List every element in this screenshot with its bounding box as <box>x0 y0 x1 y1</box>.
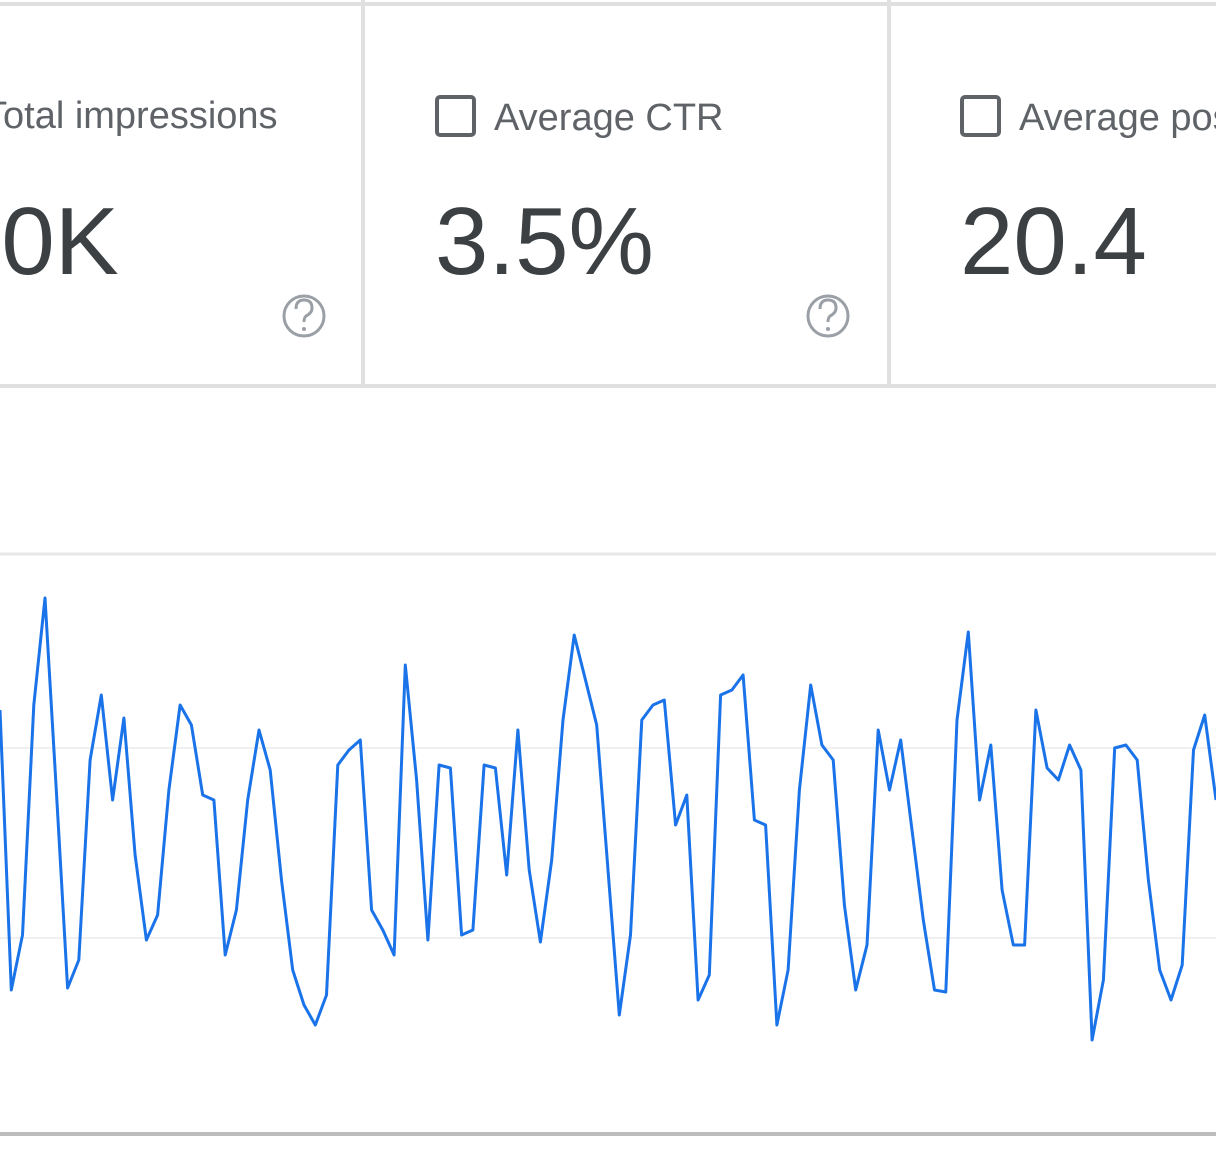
plot <box>0 596 1216 1042</box>
card-value: 20.4 <box>960 188 1147 295</box>
card-label: Average CTR <box>494 97 724 139</box>
card-label: Total impressions <box>0 95 278 137</box>
help-icon[interactable] <box>282 294 326 338</box>
card-value: 3.5% <box>435 188 654 295</box>
checkbox[interactable] <box>960 95 1001 137</box>
card-value: 60K <box>0 188 119 295</box>
series-line <box>0 596 1216 1042</box>
card-impressions[interactable]: Total impressions 60K <box>0 95 326 338</box>
metric-cards <box>0 0 1216 385</box>
checkbox[interactable] <box>435 95 476 137</box>
card-position[interactable]: Average position 20.4 <box>960 95 1216 295</box>
card-label: Average position <box>1019 97 1216 139</box>
card-ctr[interactable]: Average CTR 3.5% <box>435 95 850 338</box>
help-icon[interactable] <box>806 294 850 338</box>
